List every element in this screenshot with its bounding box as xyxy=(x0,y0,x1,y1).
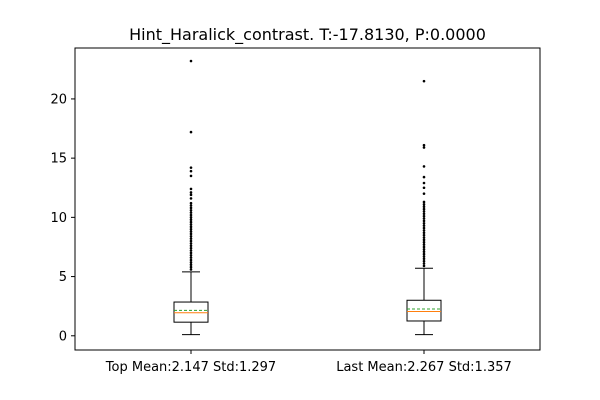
x-tick-label: Top Mean:2.147 Std:1.297 xyxy=(105,360,276,375)
outlier-point xyxy=(422,212,426,216)
outlier-point xyxy=(422,214,426,218)
outlier-point xyxy=(189,227,193,231)
outlier-point xyxy=(189,249,193,252)
outlier-point xyxy=(422,252,426,256)
outlier-point xyxy=(422,217,426,220)
outlier-point xyxy=(189,218,193,222)
outlier-point xyxy=(422,250,426,254)
outlier-point xyxy=(422,236,426,239)
outlier-point xyxy=(189,232,193,236)
outlier-point xyxy=(189,197,193,200)
y-tick-label: 15 xyxy=(50,152,67,167)
chart-title: Hint_Haralick_contrast. T:-17.8130, P:0.… xyxy=(129,25,486,45)
outlier-point xyxy=(422,200,426,204)
outlier-point xyxy=(189,216,193,219)
outlier-point xyxy=(189,237,193,240)
outlier-point xyxy=(422,245,426,249)
outlier-point xyxy=(189,225,193,229)
outlier-point xyxy=(422,186,426,190)
outlier-point xyxy=(422,210,426,213)
outlier-point xyxy=(189,246,193,250)
iqr-box xyxy=(173,301,209,323)
outlier-point xyxy=(422,233,426,237)
outlier-point xyxy=(422,226,426,230)
outlier-point xyxy=(422,221,426,225)
outlier-point xyxy=(189,268,193,271)
outlier-point xyxy=(189,263,193,267)
outlier-point xyxy=(189,261,193,264)
outlier-point xyxy=(189,204,193,207)
outlier-point xyxy=(189,174,193,178)
iqr-box xyxy=(406,299,442,322)
outlier-point xyxy=(422,146,426,149)
y-tick-label: 10 xyxy=(50,211,67,226)
outlier-point xyxy=(422,175,426,179)
outlier-point xyxy=(189,211,193,214)
outlier-point xyxy=(189,201,193,205)
outlier-point xyxy=(422,203,426,206)
outlier-point xyxy=(189,244,193,248)
y-tick-label: 5 xyxy=(59,270,67,285)
outlier-point xyxy=(189,169,193,173)
outlier-point xyxy=(422,257,426,261)
outlier-point xyxy=(422,79,426,83)
outlier-point xyxy=(189,206,193,210)
outlier-point xyxy=(189,166,193,169)
outlier-point xyxy=(189,193,193,197)
outlier-point xyxy=(189,187,193,191)
plot-frame xyxy=(74,47,541,351)
outlier-point xyxy=(422,262,426,265)
box-group-1 xyxy=(173,59,209,336)
outlier-point xyxy=(189,235,193,238)
outlier-point xyxy=(422,255,426,258)
outlier-point xyxy=(189,242,193,245)
outlier-point xyxy=(422,243,426,246)
outlier-point xyxy=(189,258,193,262)
outlier-point xyxy=(189,223,193,226)
outlier-point xyxy=(189,130,193,134)
outlier-point xyxy=(189,230,193,233)
outlier-point xyxy=(422,231,426,235)
outlier-point xyxy=(422,205,426,208)
outlier-point xyxy=(422,143,426,147)
outlier-point xyxy=(422,181,426,185)
outlier-point xyxy=(189,213,193,217)
y-tick-label: 20 xyxy=(50,92,67,107)
outlier-point xyxy=(422,240,426,244)
outlier-point xyxy=(189,251,193,255)
outlier-point xyxy=(189,253,193,257)
outlier-point xyxy=(422,192,426,195)
outlier-point xyxy=(422,165,426,168)
outlier-point xyxy=(189,265,193,269)
outlier-point xyxy=(189,256,193,259)
outlier-point xyxy=(422,259,426,263)
outlier-point xyxy=(189,220,193,224)
x-tick-label: Last Mean:2.267 Std:1.357 xyxy=(336,360,512,375)
outlier-point xyxy=(422,219,426,223)
outlier-point xyxy=(422,264,426,268)
outlier-point xyxy=(189,191,193,194)
box-group-2 xyxy=(406,79,442,336)
outlier-point xyxy=(422,238,426,242)
outlier-point xyxy=(189,59,193,63)
outlier-point xyxy=(422,224,426,227)
outlier-point xyxy=(422,248,426,251)
outlier-point xyxy=(189,239,193,243)
outlier-point xyxy=(189,208,193,212)
outlier-point xyxy=(422,229,426,232)
y-tick-label: 0 xyxy=(59,329,67,344)
outlier-point xyxy=(422,207,426,211)
